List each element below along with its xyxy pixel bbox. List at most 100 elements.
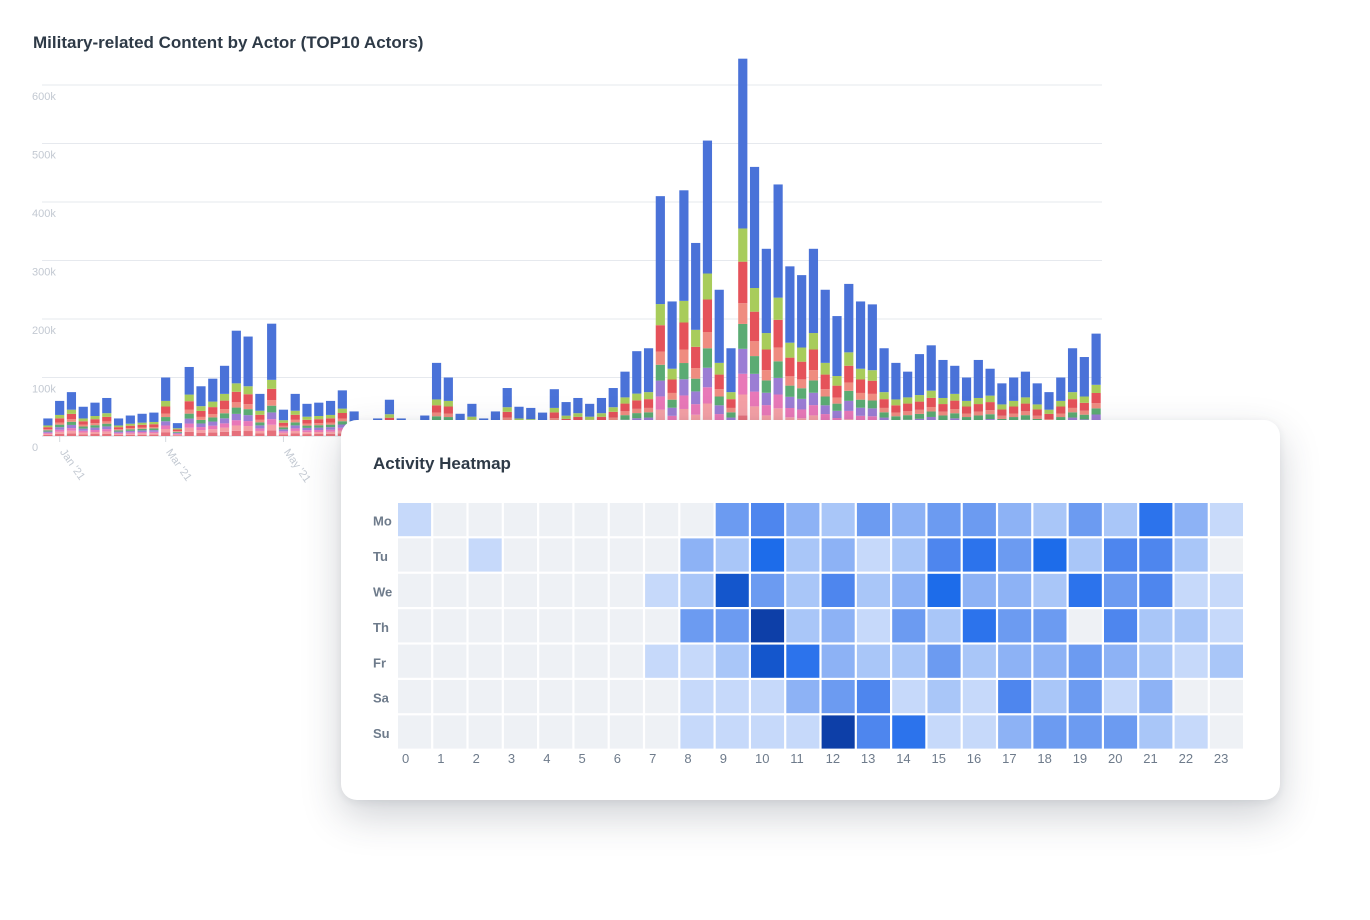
heatmap-cell <box>786 680 820 714</box>
bar-segment <box>1079 396 1089 403</box>
bar-segment <box>113 432 124 434</box>
y-tick-label: 400k <box>32 208 56 220</box>
heatmap-cell <box>574 644 608 678</box>
bar-segment <box>255 430 265 434</box>
heatmap-cell <box>1209 715 1243 749</box>
heatmap-cell <box>998 644 1032 678</box>
bar-segment-top <box>255 393 265 411</box>
bar-segment <box>738 323 748 349</box>
bar-segment <box>1079 410 1089 415</box>
bar-segment-top <box>879 348 889 393</box>
bar-segment <box>785 357 795 377</box>
bar-segment <box>443 413 453 418</box>
bar-segment-top <box>761 248 771 334</box>
bar-segment <box>149 431 159 434</box>
heatmap-cell <box>751 538 785 572</box>
bar-segment <box>290 425 300 429</box>
bar-segment <box>302 434 312 436</box>
bar-segment <box>820 389 830 397</box>
heatmap-cell <box>1033 538 1067 572</box>
heatmap-cell <box>433 538 467 572</box>
heatmap-cell <box>892 715 926 749</box>
heatmap-cell <box>539 680 573 714</box>
bar-segment <box>643 392 654 400</box>
heatmap-cell <box>609 573 643 607</box>
bar-segment-top <box>596 397 607 414</box>
bar-segment-top <box>561 402 571 416</box>
heatmap-cell <box>998 715 1032 749</box>
heatmap-column-label: 13 <box>861 751 875 766</box>
heatmap-column-label: 1 <box>437 751 444 766</box>
bar-segment <box>643 412 654 418</box>
bar-segment-top <box>1044 392 1054 410</box>
bar-segment <box>90 415 100 420</box>
heatmap-cell <box>468 538 502 572</box>
bar-segment <box>832 410 842 419</box>
heatmap-title: Activity Heatmap <box>373 454 511 473</box>
heatmap-cell <box>1174 573 1208 607</box>
bar-segment <box>926 416 936 423</box>
bar-segment <box>1056 413 1066 418</box>
heatmap-row-label: Mo <box>373 514 392 529</box>
heatmap-column-label: 4 <box>543 751 550 766</box>
heatmap-cell <box>574 538 608 572</box>
heatmap-card: Activity Heatmap Mo Tu We Th Fr Sa Su 0 1 2 3 4 5 6 7 8… <box>341 420 1280 800</box>
bar-segment <box>773 347 783 362</box>
bar-segment-top <box>620 371 630 398</box>
bar-segment-top <box>573 397 583 414</box>
heatmap-cell <box>539 715 573 749</box>
bar-segment <box>667 407 677 416</box>
bar-segment <box>113 430 124 432</box>
bar-segment <box>149 427 159 429</box>
heatmap-cell <box>856 644 890 678</box>
bar-segment-top <box>632 351 642 394</box>
heatmap-cell <box>503 609 537 643</box>
bar-segment <box>278 434 289 436</box>
bar-segment <box>302 419 312 424</box>
heatmap-column-label: 14 <box>896 751 910 766</box>
bar-segment <box>926 411 936 417</box>
heatmap-cell <box>1104 503 1138 537</box>
bar-segment <box>820 362 830 375</box>
bar-segment-top <box>585 403 595 417</box>
bar-segment <box>196 433 206 436</box>
heatmap-row-label: Su <box>373 726 390 741</box>
bar-segment <box>208 417 218 422</box>
bar-segment <box>314 431 324 434</box>
bar-segment <box>243 431 253 436</box>
bar-segment <box>667 379 677 393</box>
bar-segment-top <box>325 400 336 415</box>
heatmap-cell <box>892 538 926 572</box>
bar-segment <box>290 422 300 426</box>
bar-segment <box>219 400 230 410</box>
bar-segment <box>90 431 100 434</box>
heatmap-cell <box>609 715 643 749</box>
bar-segment <box>66 421 77 425</box>
bar-segment <box>879 392 889 400</box>
bar-segment-top <box>844 283 854 353</box>
heatmap-cell <box>539 644 573 678</box>
heatmap-cell <box>1104 680 1138 714</box>
bar-segment-top <box>1067 348 1078 393</box>
bar-segment <box>66 424 77 429</box>
heatmap-cell <box>680 538 714 572</box>
heatmap-cell <box>609 538 643 572</box>
bar-segment <box>149 430 159 432</box>
bar-segment-top <box>1020 371 1031 398</box>
bar-segment <box>149 421 159 425</box>
bar-segment <box>738 228 748 262</box>
bar-segment-top <box>714 289 724 363</box>
bar-segment-top <box>797 275 807 348</box>
heatmap-cell <box>645 715 679 749</box>
bar-segment <box>278 422 289 426</box>
bar-segment <box>302 432 312 435</box>
bar-segment <box>1020 415 1031 420</box>
heatmap-cell <box>1068 538 1102 572</box>
bar-segment-top <box>208 378 218 402</box>
heatmap-cell <box>398 609 432 643</box>
heatmap-cell <box>1174 644 1208 678</box>
bar-segment-top <box>832 316 842 377</box>
bar-segment <box>443 417 453 422</box>
bar-segment <box>714 389 724 397</box>
heatmap-cell <box>574 609 608 643</box>
